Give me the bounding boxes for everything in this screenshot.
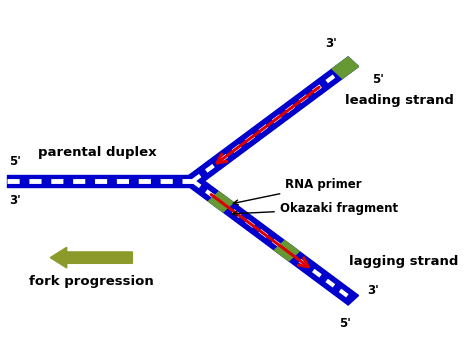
- Text: 5': 5': [372, 73, 384, 86]
- Text: lagging strand: lagging strand: [349, 255, 458, 268]
- Text: 5': 5': [9, 155, 21, 168]
- Text: leading strand: leading strand: [345, 94, 454, 107]
- Text: 3': 3': [367, 284, 379, 297]
- Text: Okazaki fragment: Okazaki fragment: [232, 202, 398, 216]
- Polygon shape: [209, 192, 233, 212]
- Text: fork progression: fork progression: [29, 275, 154, 289]
- Text: parental duplex: parental duplex: [38, 146, 157, 159]
- Text: 5': 5': [339, 316, 351, 329]
- Polygon shape: [188, 57, 358, 186]
- Text: 3': 3': [325, 37, 337, 50]
- Polygon shape: [188, 176, 358, 305]
- Polygon shape: [274, 241, 299, 261]
- Polygon shape: [332, 57, 358, 79]
- Text: 3': 3': [9, 194, 21, 207]
- Text: RNA primer: RNA primer: [233, 178, 362, 205]
- FancyArrow shape: [50, 247, 132, 268]
